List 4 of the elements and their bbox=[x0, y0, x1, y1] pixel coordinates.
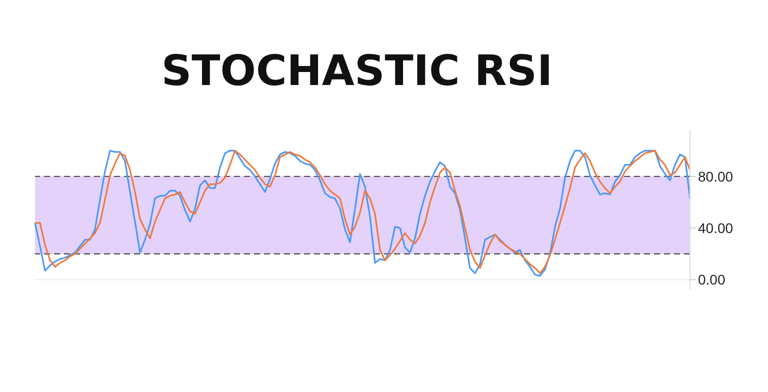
chart-title: STOCHASTIC RSI bbox=[160, 44, 554, 96]
y-tick-label: 0.00 bbox=[698, 272, 726, 288]
y-tick-label: 40.00 bbox=[698, 220, 734, 236]
y-tick-label: 80.00 bbox=[698, 168, 734, 184]
